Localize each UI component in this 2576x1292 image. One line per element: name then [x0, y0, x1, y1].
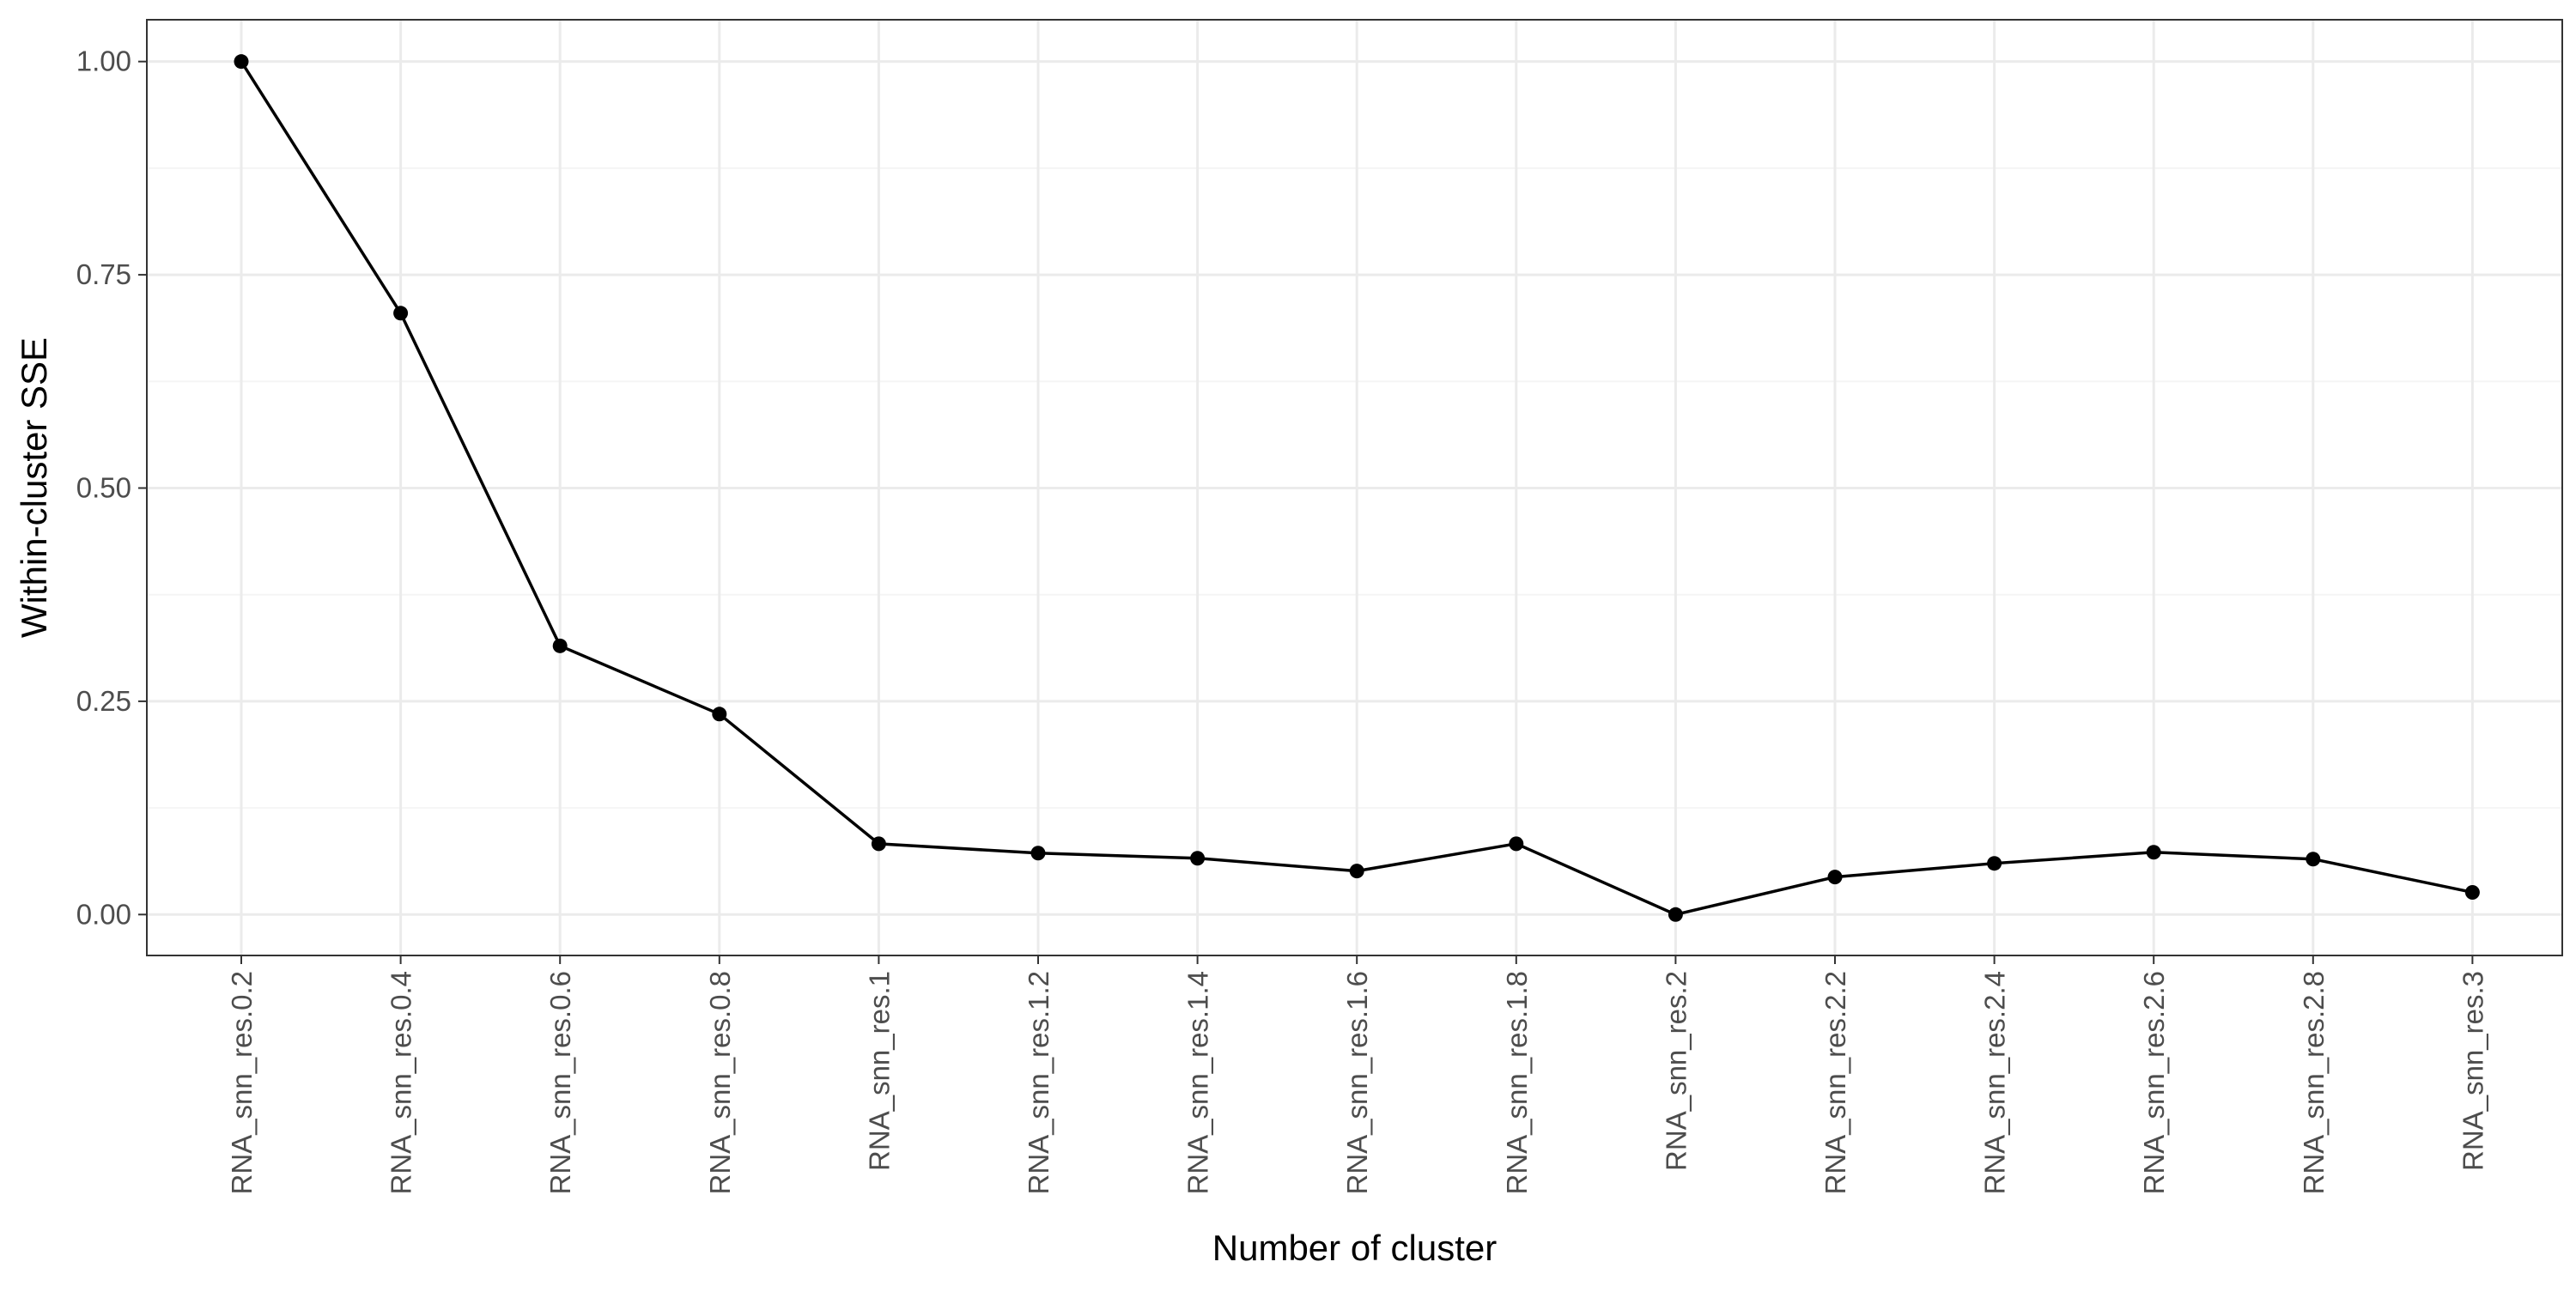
data-point — [1349, 864, 1364, 879]
x-tick-label: RNA_snn_res.0.2 — [226, 971, 258, 1194]
x-tick-label: RNA_snn_res.0.8 — [704, 971, 736, 1194]
x-tick-label: RNA_snn_res.1.4 — [1182, 971, 1214, 1194]
y-tick-label: 1.00 — [76, 45, 131, 77]
x-tick-label: RNA_snn_res.1.2 — [1023, 971, 1054, 1194]
data-point — [2306, 852, 2321, 867]
data-point — [871, 836, 886, 852]
x-tick-label: RNA_snn_res.3 — [2457, 971, 2488, 1171]
y-tick-label: 0.25 — [76, 685, 131, 717]
x-axis-title: Number of cluster — [1212, 1228, 1497, 1268]
data-point-layer — [234, 54, 2480, 922]
x-tick-label: RNA_snn_res.0.4 — [386, 971, 417, 1194]
y-tick-label: 0.00 — [76, 898, 131, 930]
data-point — [2464, 884, 2480, 900]
data-point — [1668, 907, 1683, 922]
data-point — [2146, 845, 2161, 860]
data-point — [1190, 851, 1206, 866]
x-tick-label: RNA_snn_res.1.8 — [1501, 971, 1533, 1194]
x-tick-label: RNA_snn_res.0.6 — [544, 971, 576, 1194]
data-point — [1827, 870, 1843, 885]
x-tick-label: RNA_snn_res.2 — [1660, 971, 1692, 1171]
data-point — [234, 54, 249, 70]
data-point — [1509, 836, 1524, 852]
x-tick-label: RNA_snn_res.1.6 — [1341, 971, 1373, 1194]
y-tick-label: 0.50 — [76, 471, 131, 503]
y-axis-title: Within-cluster SSE — [14, 337, 54, 638]
x-tick-label: RNA_snn_res.2.2 — [1820, 971, 1851, 1194]
x-tick-label: RNA_snn_res.2.6 — [2138, 971, 2170, 1194]
y-tick-label: 0.75 — [76, 258, 131, 290]
x-tick-label: RNA_snn_res.2.8 — [2298, 971, 2330, 1194]
data-point — [552, 638, 568, 653]
x-tick-label: RNA_snn_res.1 — [863, 971, 895, 1171]
grid-layer — [147, 20, 2562, 955]
axis-layer: 0.00 0.25 0.50 0.75 1.00 RNA_snn_res.0.2 RNA_s… — [76, 45, 2489, 1195]
data-point — [393, 306, 409, 321]
data-point — [712, 707, 727, 722]
data-point — [1987, 856, 2002, 871]
data-point — [1030, 846, 1046, 861]
x-tick-label: RNA_snn_res.2.4 — [1979, 971, 2011, 1194]
